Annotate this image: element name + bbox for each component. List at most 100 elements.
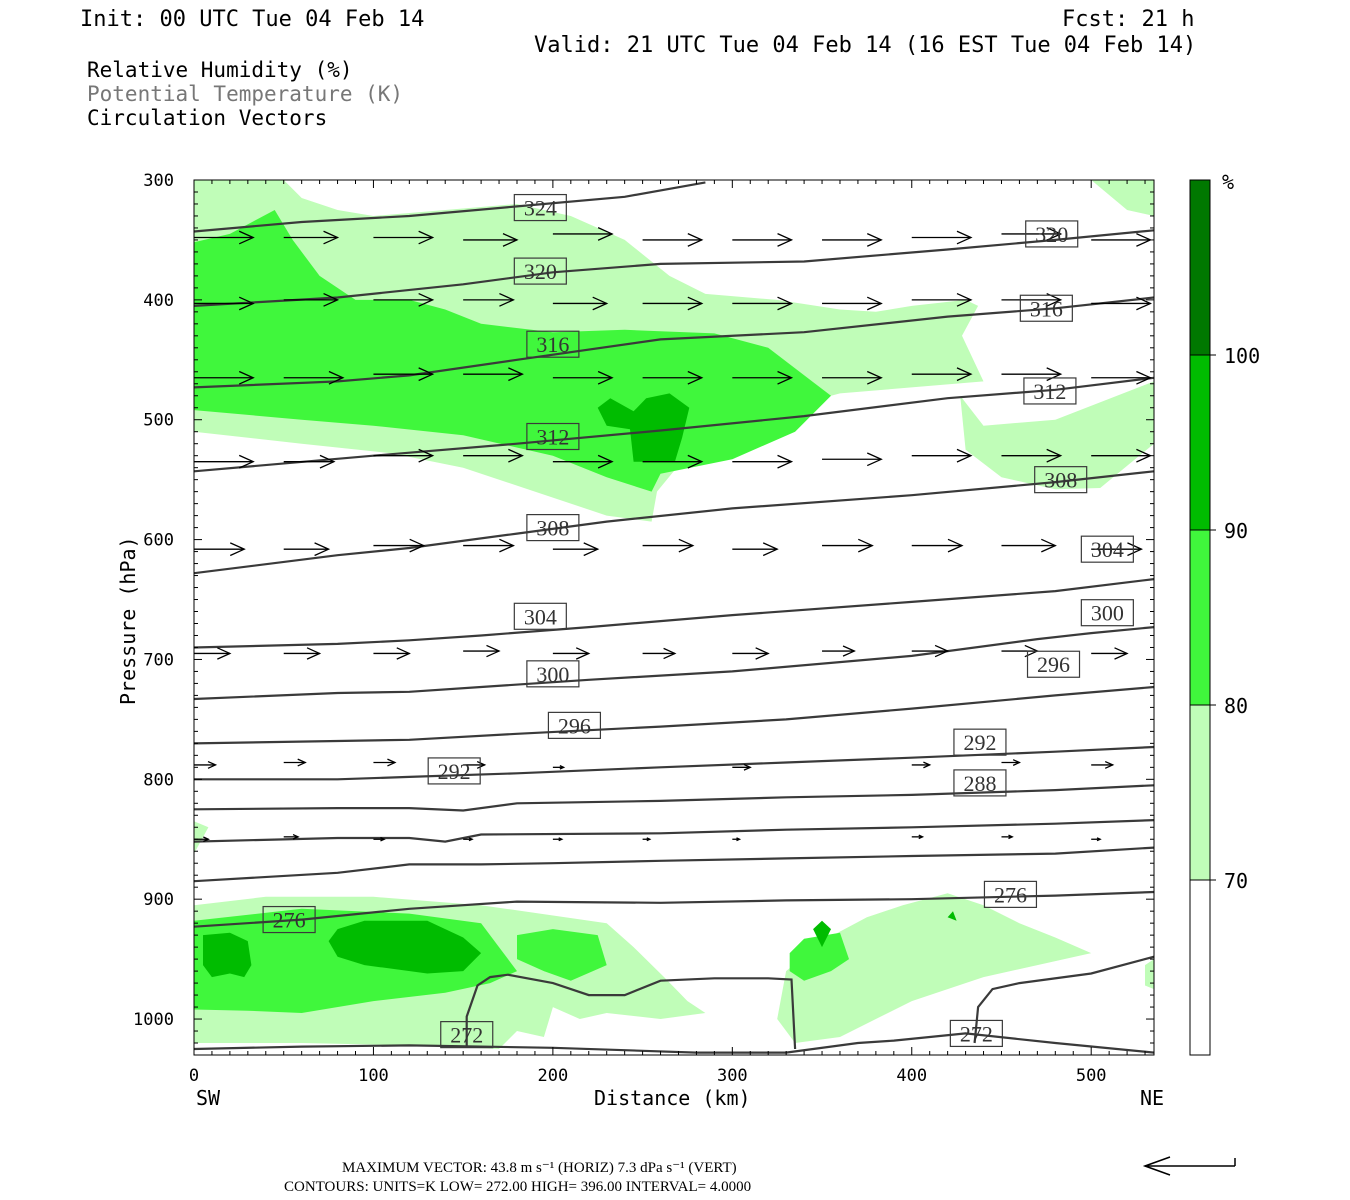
colorbar: 70 80 90 100 xyxy=(1189,179,1260,1056)
circulation-vector xyxy=(552,227,614,241)
circulation-vector xyxy=(1001,538,1057,553)
theta-label: 300 xyxy=(1080,599,1134,627)
theta-label-box xyxy=(983,880,1038,908)
y-tick-label: 300 xyxy=(143,171,174,191)
y-tick-label: 600 xyxy=(143,531,174,551)
circulation-vector xyxy=(1001,227,1063,241)
circulation-vector xyxy=(552,765,566,770)
circulation-vector xyxy=(642,837,652,842)
theta-label-box xyxy=(1026,650,1081,678)
theta-label-text: 312 xyxy=(1033,379,1066,404)
circulation-vector xyxy=(732,837,742,842)
theta-label: 272 xyxy=(440,1021,494,1049)
theta-label-box xyxy=(526,514,580,542)
theta-label: 296 xyxy=(547,711,602,739)
theta-label-box xyxy=(1080,599,1134,627)
theta-contour-320 xyxy=(194,229,1154,307)
circulation-vector xyxy=(194,760,218,769)
footer-max-vector: MAXIMUM VECTOR: 43.8 m s⁻¹ (HORIZ) 7.3 d… xyxy=(342,1160,737,1176)
circulation-vector xyxy=(373,647,411,660)
circulation-vector xyxy=(1001,448,1063,463)
y-axis-title: Pressure (hPa) xyxy=(116,536,140,705)
rh-region-90 xyxy=(203,932,252,978)
theta-label-box xyxy=(440,1021,494,1049)
field-title-vectors: Circulation Vectors xyxy=(87,106,327,130)
circulation-vector xyxy=(642,233,704,247)
theta-label: 320 xyxy=(1025,220,1079,248)
theta-contours xyxy=(194,181,1154,1054)
circulation-vector xyxy=(1091,296,1152,311)
theta-contour-272 xyxy=(465,973,797,1050)
theta-label: 272 xyxy=(949,1019,1003,1048)
theta-contour-288 xyxy=(194,784,1154,812)
x-axis-title: Distance (km) xyxy=(594,1086,751,1110)
x-axis-left-end-label: SW xyxy=(196,1086,221,1110)
circulation-vector xyxy=(1091,760,1115,769)
rh-region-90 xyxy=(328,920,482,974)
rh-region-90 xyxy=(597,393,690,462)
theta-contour-304 xyxy=(194,578,1154,649)
theta-label-box xyxy=(1034,466,1088,494)
circulation-vector xyxy=(283,292,340,307)
theta-label: 300 xyxy=(526,660,580,688)
theta-label-text: 288 xyxy=(963,771,996,796)
circulation-vector xyxy=(642,370,704,385)
theta-label: 292 xyxy=(427,757,481,785)
circulation-vector xyxy=(732,542,779,557)
circulation-vector xyxy=(283,370,345,385)
x-tick-label: 100 xyxy=(358,1066,389,1086)
footer-contours: CONTOURS: UNITS=K LOW= 272.00 HIGH= 396.… xyxy=(284,1179,751,1195)
x-tick-label: 0 xyxy=(189,1066,199,1086)
circulation-vector xyxy=(373,367,435,382)
y-tick-label: 500 xyxy=(143,411,174,431)
circulation-vector xyxy=(732,647,770,660)
theta-label-box xyxy=(1019,294,1073,322)
circulation-vector xyxy=(732,296,794,311)
circulation-vector xyxy=(463,448,524,463)
theta-contour-308 xyxy=(194,470,1154,575)
rh-region-70 xyxy=(1091,180,1154,216)
rh-region-90 xyxy=(947,911,957,921)
circulation-vector xyxy=(1091,370,1152,385)
circulation-vector xyxy=(642,454,704,469)
colorbar-swatch xyxy=(1190,705,1210,880)
circulation-vector xyxy=(463,644,501,658)
circulation-vector xyxy=(642,538,695,553)
circulation-vector xyxy=(911,367,973,382)
circulation-vector xyxy=(463,538,515,553)
theta-label: 296 xyxy=(1026,650,1081,678)
circulation-vector xyxy=(1091,837,1102,842)
theta-label: 316 xyxy=(526,330,580,358)
circulation-vector xyxy=(283,647,322,660)
circulation-vector xyxy=(283,230,340,245)
theta-contour xyxy=(194,819,1154,843)
theta-label-box xyxy=(526,330,580,358)
theta-label-text: 276 xyxy=(273,908,306,933)
init-time: Init: 00 UTC Tue 04 Feb 14 xyxy=(80,7,424,32)
circulation-vector xyxy=(194,542,246,557)
theta-label-box xyxy=(427,757,481,785)
circulation-vector xyxy=(552,647,591,660)
circulation-vector xyxy=(822,538,874,553)
x-tick-label: 300 xyxy=(717,1066,748,1086)
circulation-vector xyxy=(822,452,883,467)
theta-label-box xyxy=(547,711,602,739)
x-tick-label: 500 xyxy=(1076,1066,1107,1086)
theta-label-box xyxy=(262,905,316,934)
rh-region-90 xyxy=(813,920,831,948)
rh-region-80 xyxy=(789,932,849,981)
theta-label: 308 xyxy=(526,514,580,542)
circulation-vector xyxy=(1001,834,1014,840)
theta-contour-labels: 324 320 316 312 308 304 300 296 292 276 272 320 316 3… xyxy=(262,193,1134,1049)
theta-label-box xyxy=(513,193,567,222)
circulation-vector xyxy=(463,837,474,842)
theta-label-text: 296 xyxy=(558,713,591,738)
circulation-vector xyxy=(1091,647,1129,660)
colorbar-swatch xyxy=(1190,880,1210,1055)
colorbar-swatch xyxy=(1190,530,1210,705)
circulation-vector xyxy=(822,296,883,311)
theta-label: 312 xyxy=(526,422,580,451)
y-tick-label: 1000 xyxy=(133,1010,174,1030)
circulation-vector xyxy=(552,542,600,557)
theta-label-text: 300 xyxy=(536,662,569,687)
